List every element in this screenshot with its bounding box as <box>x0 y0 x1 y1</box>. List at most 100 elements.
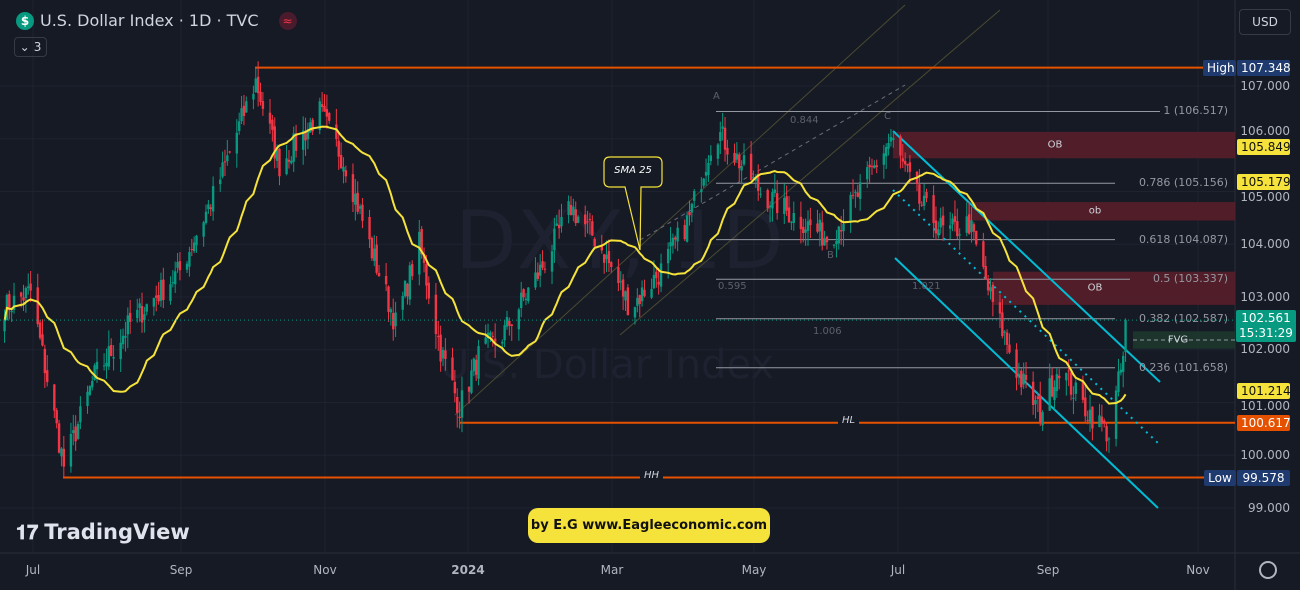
candle-body <box>1053 387 1056 401</box>
candle-body <box>593 238 596 247</box>
candle-body <box>74 426 77 442</box>
candle-body <box>384 276 388 285</box>
candle-body <box>887 142 890 149</box>
candle-body <box>304 130 307 141</box>
candle-body <box>112 357 115 359</box>
candle-body <box>211 186 215 212</box>
symbol-header[interactable]: $ U.S. Dollar Index · 1D · TVC ≈ <box>16 11 297 30</box>
logo-text: TradingView <box>44 520 190 544</box>
candle-body <box>27 286 30 288</box>
candle-body <box>821 222 824 246</box>
candle-body <box>228 151 231 153</box>
order-block-zone <box>968 202 1235 221</box>
candle-body <box>226 155 229 162</box>
candle-body <box>240 108 243 122</box>
candle-body <box>93 365 96 380</box>
currency-button[interactable]: USD <box>1239 9 1291 35</box>
candle-body <box>849 194 852 222</box>
candle-body <box>245 101 248 113</box>
market-status-icon[interactable]: ≈ <box>278 11 297 30</box>
candle-body <box>809 219 812 226</box>
settings-icon[interactable] <box>1259 561 1277 579</box>
candle-body <box>354 193 357 205</box>
fib-level-label: 0.786 (105.156) <box>1138 176 1228 190</box>
candle-body <box>370 238 374 259</box>
candle-body <box>659 263 663 287</box>
time-label: Jul <box>25 563 41 577</box>
candle-body <box>588 219 592 221</box>
candle-body <box>1072 397 1075 399</box>
candle-body <box>456 397 459 413</box>
candle-body <box>1003 331 1006 333</box>
tradingview-logo[interactable]: 𝟏𝟕 TradingView <box>16 520 190 544</box>
candle-body <box>1034 400 1037 405</box>
candle-body <box>287 159 291 162</box>
candle-body <box>8 294 11 311</box>
candle-body <box>361 204 364 221</box>
candle-body <box>290 160 293 164</box>
candle-body <box>655 271 658 279</box>
candle-body <box>472 358 476 372</box>
sma-callout-box <box>603 156 663 251</box>
current-price-label: 102.561 15:31:29 <box>1236 310 1296 343</box>
candle-body <box>493 338 497 344</box>
candle-body <box>43 348 47 374</box>
candle-body <box>72 430 75 434</box>
candle-body <box>311 119 314 132</box>
time-label: Mar <box>600 563 624 577</box>
candle-body <box>121 335 125 345</box>
candle-body <box>79 406 82 423</box>
candle-body <box>1088 409 1092 423</box>
price-tick: 102.000 <box>1240 342 1290 357</box>
candle-body <box>754 177 758 181</box>
candle-body <box>970 220 973 233</box>
candle-body <box>91 380 94 388</box>
channel-midline <box>639 84 906 241</box>
candle-body <box>557 224 561 229</box>
candle-body <box>221 162 224 177</box>
watermark-name: U.S. Dollar Index <box>440 342 774 388</box>
hh-label: HH <box>640 469 664 481</box>
candle-body <box>965 216 968 233</box>
candle-body <box>202 222 205 237</box>
candle-body <box>1098 415 1101 428</box>
candle-body <box>157 294 160 302</box>
zone-label: FVG <box>1167 334 1189 346</box>
price-tick: 106.000 <box>1240 123 1290 138</box>
candle-body <box>53 384 56 411</box>
candle-body <box>1100 416 1104 424</box>
candle-body <box>1103 420 1106 423</box>
candle-body <box>932 195 935 224</box>
candle-body <box>986 279 990 291</box>
candle-body <box>785 196 788 211</box>
pattern-label: 1.021 <box>912 281 941 292</box>
candle-body <box>259 91 262 103</box>
candle-body <box>207 204 210 210</box>
candle-body <box>1001 312 1004 337</box>
fib-level-label: 0.236 (101.658) <box>1138 360 1228 374</box>
candle-body <box>792 212 795 223</box>
candle-body <box>136 309 139 319</box>
candle-body <box>953 216 957 222</box>
candle-body <box>1015 349 1018 378</box>
zone-label: OB <box>1087 282 1103 294</box>
descending-channel-top <box>892 130 1161 383</box>
candle-body <box>740 165 743 171</box>
time-label: Nov <box>1186 563 1210 577</box>
candle-body <box>178 261 182 271</box>
candle-body <box>460 390 464 418</box>
candle-body <box>856 192 859 197</box>
candle-body <box>110 345 113 356</box>
hl-price-label: 100.617 <box>1237 414 1291 431</box>
indicators-toggle[interactable]: ⌄ 3 <box>14 37 47 57</box>
candle-body <box>427 282 430 299</box>
candle-body <box>624 291 627 301</box>
candle-body <box>688 212 691 216</box>
candle-body <box>188 252 191 267</box>
candle-body <box>328 113 331 121</box>
candle-body <box>873 165 876 169</box>
candle-body <box>69 433 73 467</box>
candle-body <box>773 189 777 193</box>
time-label: Sep <box>169 563 193 577</box>
